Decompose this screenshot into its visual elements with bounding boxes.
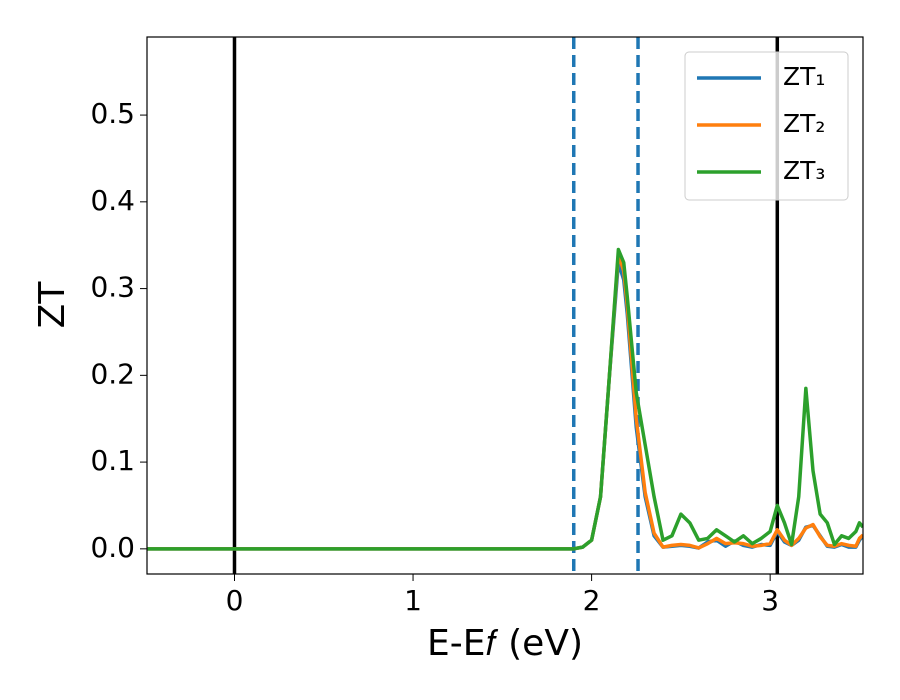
legend-label: ZT₂ — [783, 109, 825, 138]
y-tick-label: 0.1 — [90, 444, 135, 477]
y-tick-label: 0.4 — [90, 184, 135, 217]
legend-label: ZT₃ — [783, 156, 825, 185]
y-tick-label: 0.0 — [90, 531, 135, 564]
x-tick-label: 2 — [583, 584, 601, 617]
x-axis-label: E-E𝑓 (eV) — [427, 623, 583, 664]
y-tick-label: 0.5 — [90, 97, 135, 130]
x-tick-label: 1 — [404, 584, 422, 617]
legend-box — [684, 51, 849, 201]
y-axis-label: ZT — [32, 281, 73, 329]
x-tick-label: 3 — [761, 584, 779, 617]
series-line — [147, 260, 863, 551]
plot-frame — [146, 36, 864, 575]
series-line — [147, 252, 863, 551]
x-tick-label: 0 — [226, 584, 244, 617]
legend-label: ZT₁ — [783, 62, 825, 91]
series-line — [147, 247, 863, 551]
y-tick-label: 0.2 — [90, 357, 135, 390]
y-tick-label: 0.3 — [90, 271, 135, 304]
